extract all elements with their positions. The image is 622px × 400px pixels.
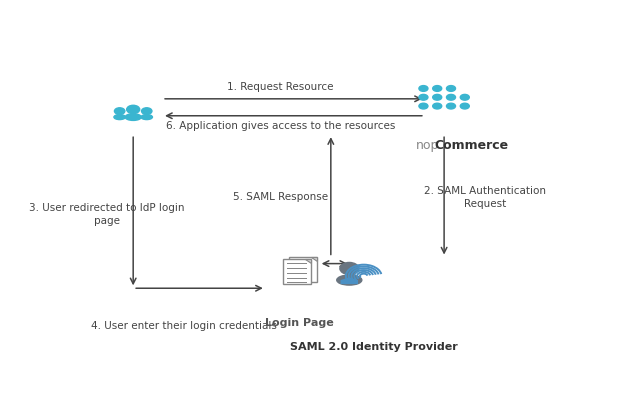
Text: 2. SAML Authentication
Request: 2. SAML Authentication Request [424,186,546,209]
Circle shape [142,108,152,114]
Polygon shape [310,257,317,261]
Ellipse shape [337,275,362,285]
Circle shape [447,94,455,100]
Ellipse shape [141,114,152,120]
Bar [345,272,355,276]
Text: nop: nop [416,138,440,152]
Circle shape [433,94,442,100]
Polygon shape [340,277,358,284]
Text: 1. Request Resource: 1. Request Resource [227,82,333,92]
Circle shape [460,94,469,100]
Circle shape [433,86,442,91]
Circle shape [460,103,469,109]
Bar [287,282,307,284]
Circle shape [447,86,455,91]
FancyBboxPatch shape [283,259,311,284]
FancyBboxPatch shape [289,257,317,282]
Text: Commerce: Commerce [434,138,509,152]
Circle shape [419,94,428,100]
Circle shape [340,262,359,274]
Circle shape [447,103,455,109]
Text: 3. User redirected to IdP login
page: 3. User redirected to IdP login page [29,203,184,226]
Text: 5. SAML Response: 5. SAML Response [233,192,328,202]
Ellipse shape [114,114,126,120]
Circle shape [419,86,428,91]
Circle shape [127,105,140,114]
Bar [287,268,307,269]
Text: Login Page: Login Page [265,318,334,328]
Polygon shape [305,259,311,263]
Text: 4. User enter their login credentials: 4. User enter their login credentials [91,320,277,330]
Bar [287,278,307,279]
Bar [287,263,307,264]
Bar [287,273,307,274]
Text: SAML 2.0 Identity Provider: SAML 2.0 Identity Provider [290,342,458,352]
Circle shape [114,108,125,114]
Text: 6. Application gives access to the resources: 6. Application gives access to the resou… [165,121,395,131]
Ellipse shape [125,114,141,120]
Circle shape [419,103,428,109]
Circle shape [433,103,442,109]
